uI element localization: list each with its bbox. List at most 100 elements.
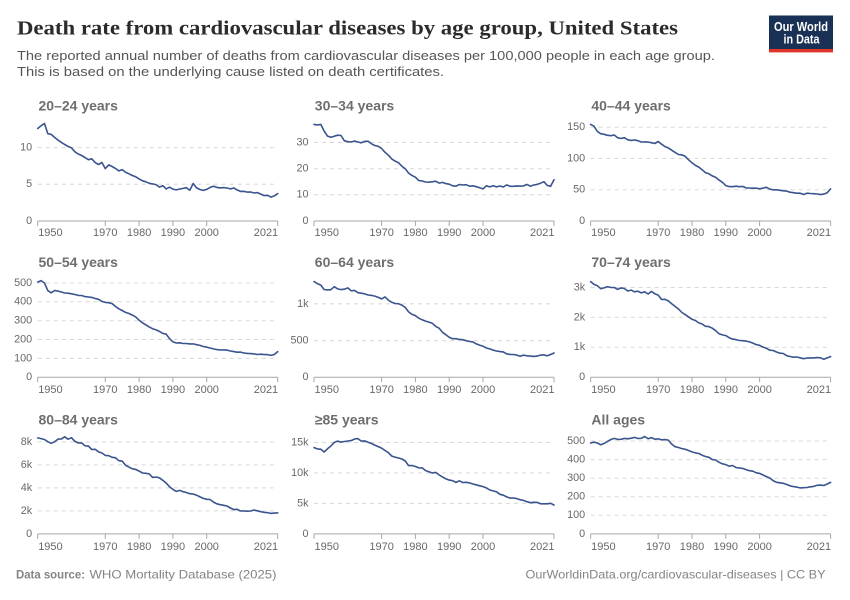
svg-text:30: 30 bbox=[296, 136, 308, 148]
svg-text:2021: 2021 bbox=[530, 227, 554, 239]
svg-text:300: 300 bbox=[567, 472, 585, 484]
svg-text:4k: 4k bbox=[21, 482, 33, 494]
svg-text:1950: 1950 bbox=[315, 227, 339, 239]
svg-text:10: 10 bbox=[296, 189, 308, 201]
svg-text:500: 500 bbox=[290, 334, 308, 346]
svg-text:This is based on the underlyin: This is based on the underlying cause li… bbox=[17, 64, 444, 79]
svg-text:2021: 2021 bbox=[807, 384, 831, 396]
svg-text:3k: 3k bbox=[574, 281, 586, 293]
svg-text:1970: 1970 bbox=[93, 541, 117, 553]
svg-text:70–74 years: 70–74 years bbox=[591, 254, 671, 270]
svg-text:1950: 1950 bbox=[38, 541, 62, 553]
svg-text:2000: 2000 bbox=[194, 227, 218, 239]
svg-text:1980: 1980 bbox=[403, 227, 427, 239]
svg-text:15k: 15k bbox=[291, 436, 309, 448]
svg-text:10k: 10k bbox=[291, 467, 309, 479]
svg-text:0: 0 bbox=[302, 371, 308, 383]
svg-text:0: 0 bbox=[579, 215, 585, 227]
svg-text:2000: 2000 bbox=[747, 541, 771, 553]
svg-text:1980: 1980 bbox=[127, 227, 151, 239]
svg-text:2000: 2000 bbox=[471, 541, 495, 553]
svg-text:1990: 1990 bbox=[714, 384, 738, 396]
svg-text:20–24 years: 20–24 years bbox=[39, 98, 119, 114]
svg-text:1970: 1970 bbox=[369, 227, 393, 239]
svg-text:50: 50 bbox=[573, 184, 585, 196]
svg-text:The reported annual number of: The reported annual number of deaths fro… bbox=[17, 48, 715, 63]
svg-text:40–44 years: 40–44 years bbox=[591, 98, 671, 114]
svg-text:1k: 1k bbox=[297, 298, 309, 310]
svg-text:2k: 2k bbox=[21, 505, 33, 517]
svg-text:2000: 2000 bbox=[471, 227, 495, 239]
svg-text:0: 0 bbox=[26, 215, 32, 227]
svg-text:1990: 1990 bbox=[161, 227, 185, 239]
svg-text:1990: 1990 bbox=[714, 227, 738, 239]
svg-text:0: 0 bbox=[26, 528, 32, 540]
svg-text:WHO Mortality Database (2025): WHO Mortality Database (2025) bbox=[90, 568, 277, 582]
svg-text:150: 150 bbox=[567, 121, 585, 133]
svg-text:500: 500 bbox=[14, 277, 32, 289]
svg-text:1990: 1990 bbox=[714, 541, 738, 553]
svg-text:100: 100 bbox=[14, 352, 32, 364]
svg-text:2021: 2021 bbox=[254, 227, 278, 239]
svg-text:20: 20 bbox=[296, 163, 308, 175]
svg-text:10: 10 bbox=[20, 142, 32, 154]
svg-text:2000: 2000 bbox=[194, 384, 218, 396]
svg-text:5k: 5k bbox=[297, 497, 309, 509]
svg-text:2021: 2021 bbox=[254, 541, 278, 553]
svg-text:200: 200 bbox=[14, 333, 32, 345]
svg-text:1990: 1990 bbox=[161, 541, 185, 553]
svg-text:0: 0 bbox=[579, 528, 585, 540]
svg-text:2021: 2021 bbox=[807, 541, 831, 553]
svg-text:1970: 1970 bbox=[646, 227, 670, 239]
svg-text:0: 0 bbox=[579, 371, 585, 383]
svg-text:1950: 1950 bbox=[315, 384, 339, 396]
svg-text:1990: 1990 bbox=[437, 384, 461, 396]
svg-text:1980: 1980 bbox=[680, 227, 704, 239]
svg-text:0: 0 bbox=[302, 528, 308, 540]
svg-text:200: 200 bbox=[567, 491, 585, 503]
svg-text:All ages: All ages bbox=[591, 412, 645, 428]
svg-text:1950: 1950 bbox=[591, 227, 615, 239]
svg-text:1970: 1970 bbox=[646, 384, 670, 396]
svg-text:1990: 1990 bbox=[437, 227, 461, 239]
svg-text:Our World: Our World bbox=[774, 20, 828, 34]
svg-text:2021: 2021 bbox=[254, 384, 278, 396]
svg-text:0: 0 bbox=[302, 215, 308, 227]
svg-text:2000: 2000 bbox=[471, 384, 495, 396]
svg-text:1970: 1970 bbox=[93, 227, 117, 239]
svg-text:400: 400 bbox=[567, 454, 585, 466]
svg-text:Death rate from cardiovascular: Death rate from cardiovascular diseases … bbox=[17, 18, 678, 40]
svg-text:400: 400 bbox=[14, 296, 32, 308]
svg-text:OurWorldinData.org/cardiovascu: OurWorldinData.org/cardiovascular-diseas… bbox=[526, 568, 826, 582]
svg-text:2021: 2021 bbox=[807, 227, 831, 239]
svg-text:1970: 1970 bbox=[93, 384, 117, 396]
svg-text:in Data: in Data bbox=[784, 33, 821, 47]
svg-text:1980: 1980 bbox=[127, 541, 151, 553]
svg-text:8k: 8k bbox=[21, 436, 33, 448]
svg-text:100: 100 bbox=[567, 152, 585, 164]
svg-text:1950: 1950 bbox=[591, 541, 615, 553]
svg-text:1950: 1950 bbox=[38, 227, 62, 239]
svg-text:1950: 1950 bbox=[315, 541, 339, 553]
svg-text:1950: 1950 bbox=[38, 384, 62, 396]
svg-text:1980: 1980 bbox=[403, 384, 427, 396]
svg-text:1980: 1980 bbox=[680, 541, 704, 553]
svg-text:1950: 1950 bbox=[591, 384, 615, 396]
svg-text:5: 5 bbox=[26, 178, 32, 190]
svg-text:≥85 years: ≥85 years bbox=[315, 412, 379, 428]
svg-text:1980: 1980 bbox=[127, 384, 151, 396]
svg-text:2k: 2k bbox=[574, 311, 586, 323]
svg-text:2000: 2000 bbox=[747, 227, 771, 239]
svg-text:1970: 1970 bbox=[369, 384, 393, 396]
svg-text:0: 0 bbox=[26, 371, 32, 383]
svg-text:2021: 2021 bbox=[530, 541, 554, 553]
svg-text:1980: 1980 bbox=[680, 384, 704, 396]
svg-text:500: 500 bbox=[567, 435, 585, 447]
svg-text:6k: 6k bbox=[21, 459, 33, 471]
svg-text:2000: 2000 bbox=[747, 384, 771, 396]
svg-text:100: 100 bbox=[567, 509, 585, 521]
svg-text:50–54 years: 50–54 years bbox=[39, 254, 119, 270]
svg-text:80–84 years: 80–84 years bbox=[39, 412, 119, 428]
svg-text:1970: 1970 bbox=[646, 541, 670, 553]
svg-text:2000: 2000 bbox=[194, 541, 218, 553]
